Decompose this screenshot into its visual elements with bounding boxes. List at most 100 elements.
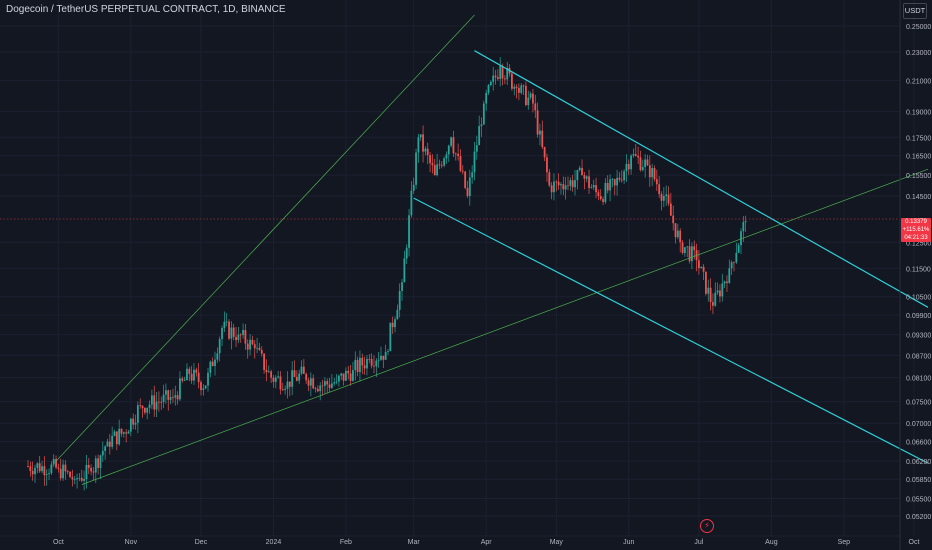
- price-tick-label: 0.21000: [906, 78, 931, 85]
- candle-body: [214, 359, 216, 367]
- candle-body: [737, 245, 740, 253]
- candle-body: [419, 134, 422, 138]
- currency-selector[interactable]: USDT: [903, 3, 927, 19]
- candle-body: [200, 382, 202, 391]
- price-axis[interactable]: 0.25000 0.23000 0.21000 0.19000 0.17500 0.165…: [899, 0, 931, 550]
- time-tick-label: Jun: [623, 539, 634, 546]
- candle-body: [274, 377, 277, 382]
- candle-body: [447, 145, 450, 155]
- candle-body: [101, 450, 104, 456]
- candle-body: [646, 159, 649, 166]
- candle-body: [115, 431, 118, 445]
- candle-body: [564, 185, 567, 190]
- candle-body: [702, 266, 705, 272]
- candle-body: [655, 179, 658, 185]
- candle-body: [543, 147, 546, 158]
- price-tick-label: 0.05500: [906, 496, 931, 503]
- price-tick-label: 0.08700: [906, 353, 931, 360]
- candle-body: [153, 395, 156, 410]
- candle-body: [632, 154, 635, 156]
- candle-body: [403, 258, 406, 283]
- candle-body: [459, 156, 462, 171]
- price-tick-label: 0.07500: [906, 400, 931, 407]
- candle-body: [286, 381, 289, 389]
- candle-body: [588, 176, 590, 189]
- candle-body: [590, 187, 593, 189]
- candle-body: [165, 390, 167, 395]
- candle-body: [361, 357, 364, 366]
- candle-body: [464, 171, 467, 188]
- candle-body: [59, 468, 62, 479]
- candle-body: [634, 154, 637, 156]
- candle-body: [106, 441, 109, 447]
- time-tick-label: Dec: [195, 539, 208, 546]
- candle-body: [616, 177, 618, 186]
- candle-body: [342, 373, 345, 381]
- candle-body: [345, 370, 347, 381]
- candle-body: [466, 187, 469, 196]
- time-tick-label: Oct: [53, 539, 64, 546]
- candle-body: [246, 343, 249, 350]
- candle-body: [139, 405, 142, 407]
- candle-body: [169, 397, 172, 400]
- candle-body: [249, 339, 251, 350]
- candle-body: [251, 339, 254, 345]
- current-price-badge: 0.13379 +115.61% 04:21:33: [901, 218, 931, 242]
- candle-body: [347, 370, 350, 374]
- price-tick-label: 0.19000: [906, 110, 931, 117]
- candle-body: [78, 477, 81, 479]
- candle-body: [384, 351, 387, 360]
- candle-body: [125, 432, 128, 434]
- candle-body: [555, 181, 558, 183]
- candle-body: [707, 287, 710, 294]
- candle-body: [690, 246, 693, 262]
- candle-body: [410, 190, 413, 216]
- candle-body: [609, 179, 611, 191]
- candle-body: [31, 471, 34, 475]
- candle-body: [672, 215, 675, 224]
- candle-body: [536, 110, 539, 135]
- candle-body: [625, 163, 628, 172]
- candle-body: [260, 349, 263, 354]
- candle-body: [333, 382, 336, 384]
- candle-body: [373, 365, 375, 367]
- candle-body: [510, 73, 513, 89]
- candle-body: [377, 359, 380, 361]
- candle-body: [209, 361, 212, 373]
- candle-body: [740, 231, 742, 246]
- time-axis[interactable]: Oct Nov Dec 2024 Feb Mar Apr May Jun Jul Aug Sep Oct: [0, 535, 919, 546]
- candle-body: [391, 322, 394, 328]
- candle-body: [471, 172, 474, 178]
- grid: [0, 0, 915, 536]
- candle-body: [422, 134, 424, 152]
- candle-body: [473, 151, 476, 173]
- candle-body: [401, 282, 403, 291]
- candle-body: [595, 185, 597, 193]
- candle-body: [62, 464, 64, 479]
- candle-body: [578, 167, 581, 171]
- candle-body: [340, 373, 343, 376]
- candle-body: [585, 176, 588, 179]
- candle-body: [195, 369, 198, 373]
- candle-body: [94, 458, 97, 473]
- candle-body: [744, 221, 747, 223]
- candle-body: [66, 471, 69, 473]
- lightning-icon[interactable]: ⚡: [700, 519, 714, 533]
- candle-body: [305, 373, 308, 381]
- candle-body: [571, 180, 574, 188]
- candle-body: [190, 373, 193, 381]
- candle-body: [716, 290, 719, 293]
- trendline-channel-bottom: [413, 197, 929, 464]
- candle-body: [415, 152, 417, 185]
- candle-body: [71, 477, 74, 480]
- candle-body: [637, 155, 640, 158]
- candle-body: [726, 281, 728, 283]
- candle-body: [735, 252, 738, 263]
- candle-body: [431, 163, 434, 166]
- candle-body: [158, 401, 160, 403]
- candle-body: [492, 75, 495, 82]
- candle-body: [141, 405, 144, 408]
- candle-body: [604, 182, 607, 202]
- candle-body: [221, 327, 223, 340]
